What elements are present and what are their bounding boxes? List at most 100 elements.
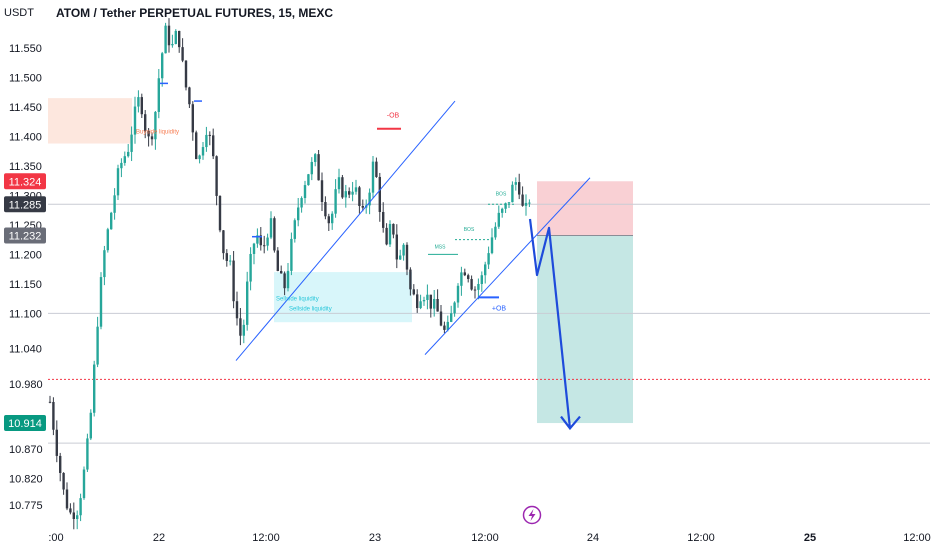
candle-body: [222, 230, 225, 254]
symbol-title[interactable]: ATOM / Tether PERPETUAL FUTURES, 15, MEX…: [55, 6, 334, 20]
candle-body: [314, 154, 317, 162]
candle-body: [344, 191, 347, 198]
x-axis-tick-label: 22: [153, 532, 165, 544]
candle-body: [320, 180, 324, 203]
ascending-channel-line[interactable]: [424, 177, 591, 355]
lightning-event-icon[interactable]: [522, 505, 542, 525]
ascending-channel-line[interactable]: [235, 100, 456, 361]
candle-body: [429, 294, 432, 309]
candle-body: [378, 176, 381, 212]
candle-body: [317, 154, 320, 181]
x-axis-tick-label: 23: [369, 532, 381, 544]
price-badge-background: [4, 227, 46, 244]
candle-body: [154, 111, 157, 140]
annotation-label: BOS: [496, 191, 507, 197]
candle-body: [195, 132, 198, 160]
candle-body: [120, 162, 123, 169]
candle-body: [494, 226, 497, 238]
candle-body: [181, 47, 184, 61]
annotation-label: -OB: [387, 113, 400, 120]
candle-body: [69, 508, 72, 513]
candle-body: [106, 229, 109, 251]
candle-body: [334, 189, 337, 214]
price-badge-background: [4, 173, 46, 190]
candle-body: [184, 60, 188, 88]
candle-body: [310, 161, 313, 175]
candle-body: [266, 237, 269, 246]
candle-body: [133, 106, 137, 135]
candle-body: [144, 114, 147, 131]
candle-body: [157, 78, 160, 112]
price-badge-background: [4, 415, 46, 432]
candle-body: [456, 285, 460, 303]
x-axis-tick-label: 12:00: [903, 532, 931, 544]
candle-body: [110, 212, 113, 230]
y-axis-tick-label: 10.980: [9, 379, 43, 391]
candle-body: [65, 489, 69, 509]
candle-body: [402, 244, 405, 256]
candle-body: [416, 294, 419, 309]
price-badge[interactable]: 11.232: [4, 227, 46, 244]
candle-body: [354, 187, 358, 192]
candle-body: [218, 195, 222, 231]
price-badge[interactable]: 11.285: [4, 196, 46, 213]
y-axis-tick-label: 11.550: [9, 43, 42, 55]
y-axis-tick-label: 11.450: [9, 102, 42, 114]
candle-body: [371, 161, 375, 193]
candle-body: [412, 289, 415, 295]
projection-arrowhead: [560, 415, 581, 431]
candle-body: [249, 253, 252, 282]
candle-body: [405, 244, 409, 270]
candle-body: [297, 207, 300, 221]
y-axis-tick-label: 11.400: [9, 131, 42, 143]
projection-path[interactable]: [528, 218, 572, 429]
position-stop-zone[interactable]: [537, 181, 633, 236]
candle-body: [463, 272, 466, 276]
candle-body: [76, 515, 79, 520]
candle-body: [358, 187, 361, 206]
candle-body: [392, 223, 395, 235]
candle-body: [72, 512, 75, 520]
candle-body: [225, 253, 228, 261]
candle-body: [470, 278, 473, 290]
candle-body: [307, 174, 310, 186]
position-target-zone[interactable]: [537, 235, 633, 424]
candle-body: [137, 97, 140, 107]
candle-body: [113, 195, 116, 213]
candle-body: [280, 270, 283, 274]
candle-body: [436, 298, 439, 312]
candle-body: [174, 30, 177, 44]
candle-body: [388, 223, 392, 245]
candle-body: [507, 202, 511, 204]
candle-body: [521, 194, 524, 206]
candle-body: [116, 168, 120, 196]
y-axis-tick-label: 11.350: [9, 161, 42, 173]
candle-body: [215, 156, 218, 196]
candle-body: [327, 216, 330, 224]
candle-body: [497, 212, 500, 227]
candle-body: [242, 324, 245, 336]
candle-body: [246, 281, 249, 325]
candle-body: [79, 498, 82, 516]
candle-body: [103, 250, 106, 278]
price-badge[interactable]: 11.324: [4, 173, 46, 190]
candle-body: [477, 283, 480, 290]
y-axis-tick-label: 11.150: [9, 279, 42, 291]
buyside-liquidity-zone: [48, 98, 132, 144]
candle-body: [490, 237, 494, 254]
candle-body: [467, 275, 470, 279]
price-badge-background: [4, 196, 46, 213]
y-axis-tick-label: 11.500: [9, 72, 42, 84]
price-badge[interactable]: 10.914: [4, 415, 46, 432]
candle-body: [252, 243, 256, 254]
price-badge-label: 11.232: [9, 231, 42, 243]
chart-header: USDT ATOM / Tether PERPETUAL FUTURES, 15…: [4, 2, 333, 24]
candle-body: [89, 412, 92, 439]
annotation-label: MSS: [435, 244, 447, 250]
candle-body: [385, 227, 388, 245]
candle-body: [130, 134, 133, 152]
candle-body: [171, 43, 174, 46]
candle-body: [212, 135, 215, 157]
